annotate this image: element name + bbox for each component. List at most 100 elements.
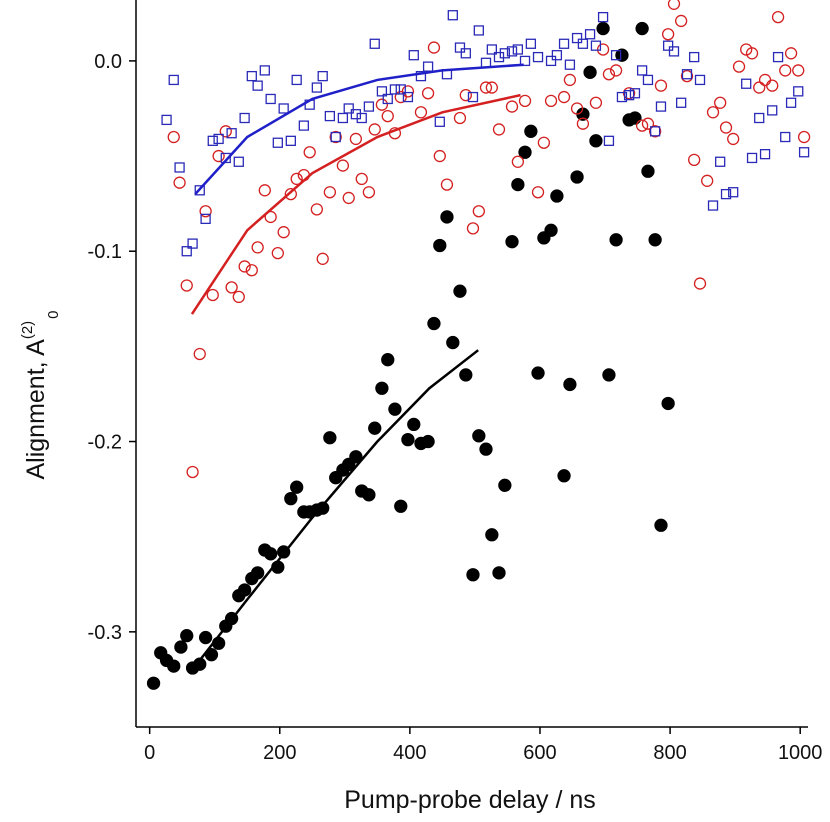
point [635,21,649,36]
point [780,131,791,143]
point [355,172,368,186]
point [798,147,810,158]
point [563,377,577,392]
point [343,103,354,114]
point [537,136,551,149]
point [356,112,367,124]
point [401,432,415,447]
point [459,368,473,382]
point [337,112,349,124]
point [518,94,532,108]
point [422,61,434,72]
x-tick-label: 1000 [778,742,823,764]
point [285,135,296,146]
point [421,434,435,449]
point [454,42,466,53]
point [544,94,558,108]
point [467,91,479,103]
point [434,116,445,127]
point [498,478,512,492]
point [524,124,538,138]
point [767,105,778,116]
x-tick-label: 200 [263,742,296,764]
point [531,366,545,380]
point [271,246,284,260]
point [779,64,792,77]
point [689,51,700,63]
point [636,65,648,76]
point [512,44,524,55]
point [250,566,265,580]
point [369,38,380,49]
point [688,153,701,167]
point [460,48,471,59]
point [382,93,393,105]
point [447,10,458,21]
point [479,442,493,456]
point [381,109,394,123]
point [350,109,362,120]
point [622,87,636,100]
point [485,528,499,542]
point [433,149,446,163]
point [219,125,232,138]
point [226,128,237,139]
y-axis-title: Alignment, A(2) 0 [19,310,62,479]
point [180,628,194,643]
point [694,74,706,86]
point [693,277,707,290]
point [259,65,270,76]
point [727,132,740,146]
point [741,78,752,89]
point [576,117,590,130]
point [264,547,278,561]
point [492,566,506,580]
point [200,213,211,225]
point [277,226,290,239]
point [394,499,408,513]
point [310,203,323,216]
point [531,186,545,199]
point [784,47,798,60]
point [194,185,205,196]
point [323,186,337,199]
point [453,284,467,298]
point [446,335,460,350]
point [472,429,486,443]
point [511,155,525,168]
point [732,60,746,73]
point [193,657,207,671]
point [793,86,804,97]
point [237,583,252,597]
point [395,84,406,95]
point [590,40,602,51]
point [753,81,766,94]
point [596,43,610,56]
point [499,48,511,59]
y-axis-title-sup: (2) [19,321,36,339]
point [317,70,328,82]
point [323,431,337,445]
point [680,69,694,83]
point [402,91,414,103]
point [635,119,649,132]
point [368,421,382,435]
point [772,51,784,63]
point [251,241,264,254]
point [368,123,381,136]
point [330,131,341,143]
point [168,74,179,86]
point [570,170,584,184]
point [376,86,388,97]
point [167,659,181,673]
point [745,47,759,60]
point [459,89,472,102]
point [415,70,427,82]
point [453,111,467,125]
point [389,84,401,95]
point [641,164,655,178]
point [362,488,376,502]
point [245,264,258,277]
point [648,125,662,138]
point [701,174,714,187]
